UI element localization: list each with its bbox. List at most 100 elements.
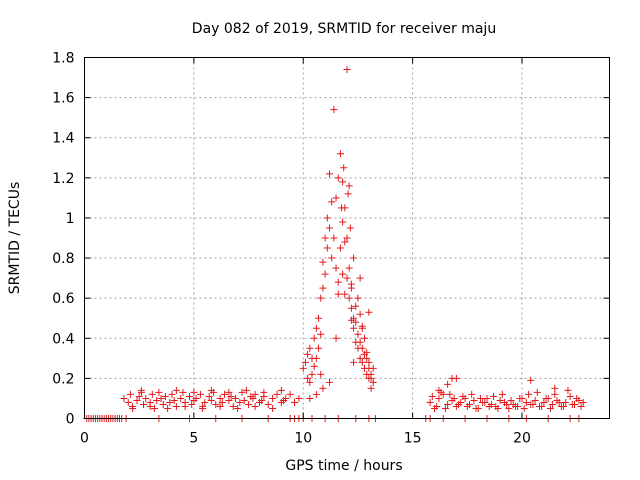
data-point [332,194,340,202]
data-point [234,404,242,412]
data-point [546,404,554,412]
data-point [240,396,248,404]
data-point [365,364,373,372]
data-point [343,274,351,282]
data-point [332,334,340,342]
data-point [258,396,266,404]
data-point [164,404,172,412]
data-point [260,388,268,396]
y-tick-label: 1.4 [52,131,74,147]
data-point [350,358,358,366]
data-point [577,402,585,410]
y-axis-label: SRMTID / TECUs [7,182,23,295]
data-point [564,386,572,394]
y-tick-label: 0.6 [52,291,74,307]
data-point [549,400,557,408]
data-point [490,392,498,400]
data-point [190,388,198,396]
data-point [483,394,491,402]
data-point [356,354,364,362]
y-tick-label: 1.6 [52,91,74,107]
data-point [321,270,329,278]
data-point [527,376,535,384]
data-point [568,400,576,408]
data-point [503,400,511,408]
data-point [529,400,537,408]
data-point [444,400,452,408]
data-point [485,402,493,410]
data-point [201,398,209,406]
data-point [317,330,325,338]
data-point [286,390,294,398]
data-point [365,358,373,366]
data-point [312,354,320,362]
data-point [470,396,478,404]
data-point [358,344,366,352]
x-tick-label: 15 [404,431,422,447]
x-tick-label: 20 [513,431,531,447]
data-point [315,344,323,352]
data-point [129,404,137,412]
data-point [428,392,436,400]
data-point [153,396,161,404]
data-point [249,394,257,402]
data-point [205,392,213,400]
data-point [336,150,344,158]
data-point [450,394,458,402]
data-point [542,394,550,402]
data-point [238,388,246,396]
data-point [126,390,134,398]
data-point [525,390,533,398]
data-point [315,314,323,322]
data-point [341,290,349,298]
data-point [251,390,259,398]
data-point [338,204,346,212]
data-point [306,378,314,386]
data-point [161,392,169,400]
data-point [221,390,228,398]
data-point [326,224,333,232]
y-tick-label: 0.8 [52,251,74,267]
data-point [347,304,355,312]
data-point [347,316,355,324]
data-point [181,402,189,410]
x-tick-labels: 0 5 10 15 20 [80,431,531,447]
data-point [341,238,349,246]
data-point [319,284,327,292]
data-point [225,396,233,404]
data-point [319,258,327,266]
data-point [269,404,277,412]
data-point [159,400,167,408]
data-point [299,364,307,372]
data-point [347,280,355,288]
data-point [227,392,235,400]
data-point [472,404,480,412]
data-point [207,396,215,404]
data-point [520,404,528,412]
data-point [344,190,352,198]
data-point [225,388,233,396]
data-point [361,334,368,342]
data-point [345,182,353,190]
data-point [120,394,128,402]
data-point [310,334,318,342]
data-point [433,402,441,410]
data-point [343,66,351,74]
x-tick-label: 10 [294,431,312,447]
data-point [306,344,314,352]
data-point [192,394,200,402]
data-point [328,198,336,206]
data-point [231,394,239,402]
data-point [301,358,309,366]
y-tick-label: 0.4 [52,331,74,347]
data-point [334,290,342,298]
data-point [367,370,375,378]
data-point [295,394,303,402]
data-point [310,362,318,370]
data-point [435,386,443,394]
data-point [188,400,196,408]
data-point [441,404,449,412]
chart-title: Day 082 of 2019, SRMTID for receiver maj… [192,21,496,37]
data-point [218,398,226,406]
